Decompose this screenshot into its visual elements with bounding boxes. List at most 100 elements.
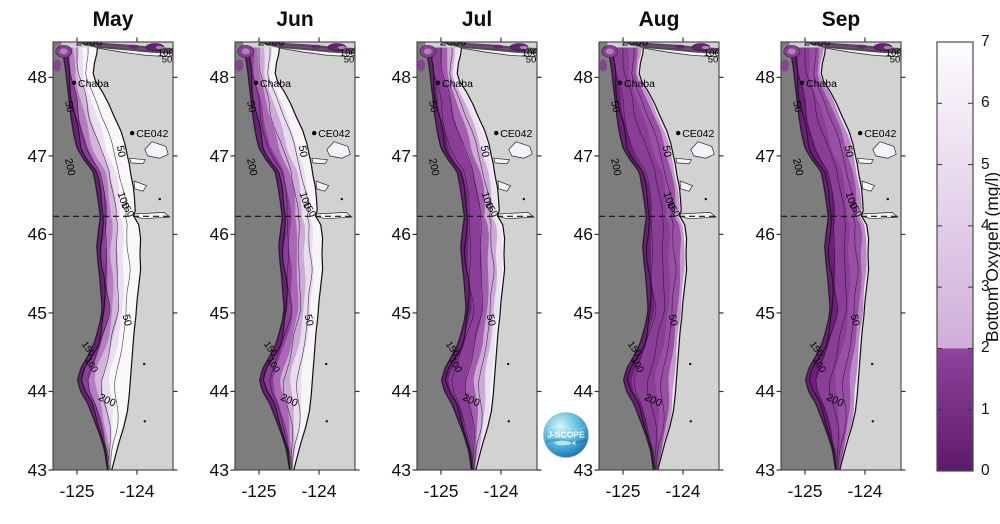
station-label-ce042: CE042	[864, 128, 896, 140]
y-tick-label-45: 45	[391, 302, 411, 323]
colorbar-tick-label-3: 3	[981, 278, 990, 296]
y-tick-label-43: 43	[209, 460, 229, 480]
contour-label-100: 100	[843, 190, 860, 211]
y-tick-label-45: 45	[209, 302, 229, 323]
y-tick-label-45: 45	[755, 302, 775, 323]
contour-label-50: 50	[302, 313, 316, 327]
station-label-ce042: CE042	[500, 128, 532, 140]
y-tick-label-47: 47	[755, 145, 775, 166]
contour-label-100: 100	[158, 48, 174, 59]
contour-label-50: 50	[848, 313, 862, 327]
y-tick-label-43: 43	[755, 460, 775, 480]
x-tick-label--124: -124	[665, 481, 701, 501]
panel-title-may: May	[92, 8, 134, 31]
y-tick-label-43: 43	[573, 460, 593, 480]
contour-label-50: 50	[62, 100, 76, 114]
contour-label-100: 100	[340, 48, 356, 59]
contour-label-50: 50	[790, 100, 804, 114]
station-label-ce042: CE042	[318, 128, 350, 140]
y-tick-label-44: 44	[755, 381, 775, 402]
station-label-chaba: Chaba	[806, 78, 837, 90]
colorbar	[936, 41, 974, 472]
station-label-chaba: Chaba	[260, 78, 291, 90]
contour-label-50: 50	[526, 54, 537, 65]
x-tick-label--124: -124	[847, 481, 883, 501]
contour-label-50: 50	[708, 54, 719, 65]
contour-label-50: 50	[162, 54, 173, 65]
jscope-logo-text: J-SCOPE	[547, 430, 585, 440]
colorbar-title: Bottom Oxygen (mg/l)	[982, 171, 1000, 342]
station-label-ce042: CE042	[682, 128, 714, 140]
colorbar-tick-label-5: 5	[981, 155, 990, 173]
station-label-chaba: Chaba	[442, 78, 473, 90]
y-tick-label-43: 43	[27, 460, 47, 480]
contour-label-2000: 2000	[804, 35, 831, 49]
y-tick-label-47: 47	[27, 145, 47, 166]
y-tick-label-46: 46	[573, 224, 593, 245]
contour-label-50: 50	[120, 313, 134, 327]
contour-label-100: 100	[704, 48, 720, 59]
station-label-chaba: Chaba	[624, 78, 655, 90]
contour-label-2000: 2000	[440, 35, 467, 49]
contour-label-50: 50	[890, 54, 901, 65]
x-tick-label--125: -125	[787, 481, 823, 501]
contour-label-200: 200	[244, 157, 259, 177]
contour-label-50: 50	[426, 100, 440, 114]
map-panel-sep: 200010050502005010015050150100200ChabaCE…	[776, 37, 906, 475]
y-tick-label-46: 46	[27, 224, 47, 245]
panel-title-jul: Jul	[461, 8, 493, 31]
map-panel-jul: 200010050502005010015050150100200ChabaCE…	[412, 37, 542, 475]
contour-label-50: 50	[484, 313, 498, 327]
y-tick-label-48: 48	[391, 67, 411, 88]
map-panel-may: 200010050502005010015050150100200ChabaCE…	[48, 37, 178, 475]
contour-label-100: 100	[886, 48, 902, 59]
colorbar-tick-label-7: 7	[981, 33, 990, 50]
contour-label-50: 50	[478, 145, 492, 159]
contour-label-200: 200	[426, 157, 441, 177]
contour-label-100: 100	[297, 190, 314, 211]
contour-label-50: 50	[114, 145, 128, 159]
contour-label-50: 50	[296, 145, 310, 159]
y-tick-label-43: 43	[391, 460, 411, 480]
colorbar-tick-label-2: 2	[981, 339, 990, 357]
y-tick-label-44: 44	[391, 381, 411, 402]
contour-label-200: 200	[790, 157, 805, 177]
contour-label-50: 50	[344, 54, 355, 65]
panel-title-jun: Jun	[276, 8, 314, 31]
contour-label-50: 50	[244, 100, 258, 114]
y-tick-label-47: 47	[573, 145, 593, 166]
contour-label-2000: 2000	[76, 35, 103, 49]
x-tick-label--124: -124	[119, 481, 155, 501]
panel-title-sep: Sep	[821, 8, 861, 31]
contour-label-100: 100	[115, 190, 132, 211]
x-tick-label--124: -124	[301, 481, 337, 501]
colorbar-tick-label-1: 1	[981, 400, 990, 418]
y-tick-label-47: 47	[391, 145, 411, 166]
y-tick-label-46: 46	[209, 224, 229, 245]
contour-label-100: 100	[522, 48, 538, 59]
contour-label-50: 50	[660, 145, 674, 159]
contour-label-200: 200	[62, 157, 77, 177]
colorbar-tick-label-0: 0	[981, 462, 990, 479]
y-tick-label-48: 48	[27, 67, 47, 88]
y-tick-label-44: 44	[27, 381, 47, 402]
contour-label-2000: 2000	[622, 35, 649, 49]
y-tick-label-44: 44	[573, 381, 593, 402]
contour-label-50: 50	[666, 313, 680, 327]
contour-label-50: 50	[842, 145, 856, 159]
contour-label-50: 50	[608, 100, 622, 114]
contour-label-2000: 2000	[258, 35, 285, 49]
y-tick-label-45: 45	[573, 302, 593, 323]
jscope-logo: J-SCOPE	[543, 412, 589, 458]
y-tick-label-45: 45	[27, 302, 47, 323]
y-tick-label-44: 44	[209, 381, 229, 402]
contour-label-200: 200	[608, 157, 623, 177]
colorbar-tick-label-6: 6	[981, 94, 990, 112]
x-tick-label--125: -125	[241, 481, 277, 501]
contour-label-100: 100	[479, 190, 496, 211]
colorbar-tick-label-4: 4	[981, 216, 990, 234]
map-panel-jun: 200010050502005010015050150100200ChabaCE…	[230, 37, 360, 475]
x-tick-label--125: -125	[423, 481, 459, 501]
panel-title-aug: Aug	[638, 8, 680, 31]
